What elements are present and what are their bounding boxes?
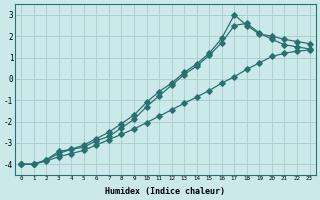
X-axis label: Humidex (Indice chaleur): Humidex (Indice chaleur) [105, 187, 225, 196]
